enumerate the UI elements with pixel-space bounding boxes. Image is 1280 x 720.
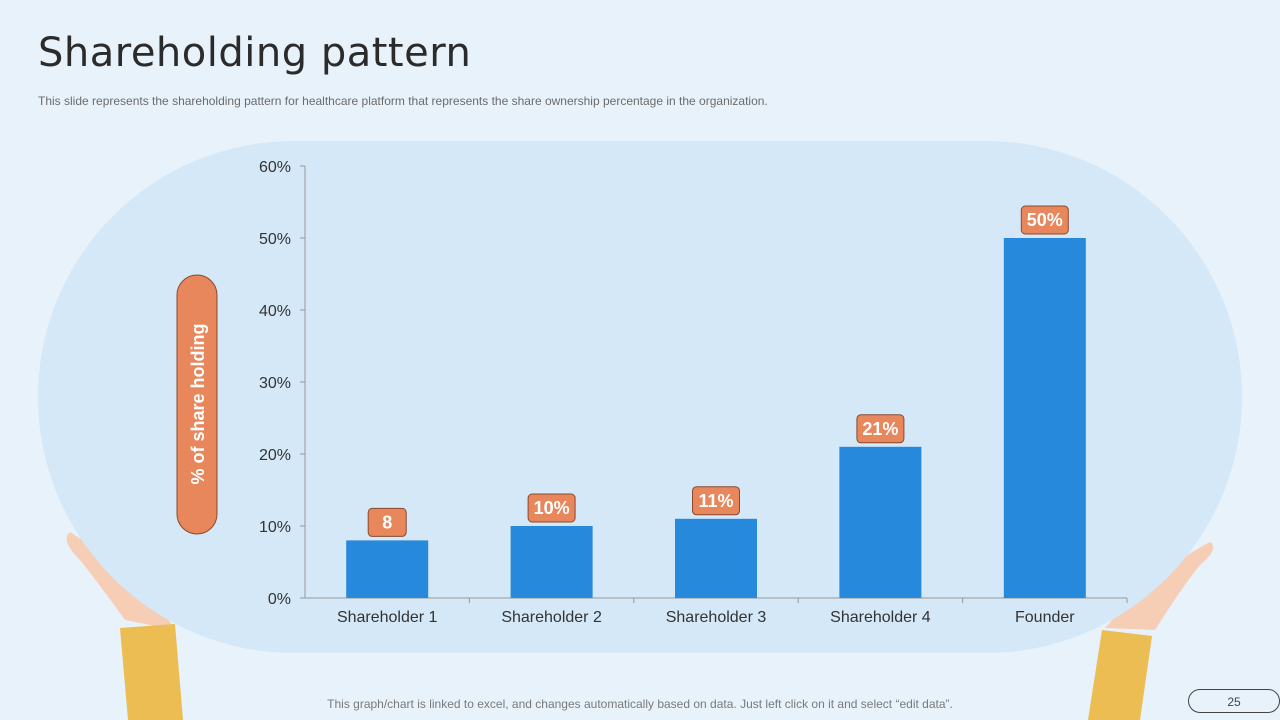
data-label: 10% (534, 498, 570, 518)
x-tick-label: Shareholder 2 (501, 609, 602, 626)
page-title: Shareholding pattern (38, 30, 472, 76)
y-tick-label: 60% (259, 159, 291, 176)
data-label-badge (367, 507, 407, 537)
y-axis-label-badge: % of share holding (176, 274, 218, 535)
data-label-badge (527, 493, 576, 523)
data-label-badge (692, 486, 740, 516)
data-label-badge (1020, 205, 1069, 235)
y-axis-label: % of share holding (188, 323, 208, 484)
data-label: 21% (862, 419, 898, 439)
x-tick-label: Shareholder 3 (666, 609, 767, 626)
y-tick-label: 30% (259, 375, 291, 392)
left-sleeve (120, 624, 183, 720)
bar[interactable] (346, 540, 429, 598)
x-tick-label: Shareholder 4 (830, 609, 931, 626)
bar[interactable] (510, 526, 593, 598)
right-hand (1105, 542, 1214, 630)
y-tick-label: 50% (259, 231, 291, 248)
data-label: 8 (382, 512, 392, 532)
footer-note: This graph/chart is linked to excel, and… (327, 697, 953, 711)
page-subtitle: This slide represents the shareholding p… (38, 94, 768, 108)
data-label: 50% (1027, 210, 1063, 230)
data-label: 11% (698, 491, 733, 511)
y-tick-label: 40% (259, 303, 291, 320)
bar[interactable] (839, 446, 922, 598)
y-tick-label: 20% (259, 447, 291, 464)
x-tick-label: Shareholder 1 (337, 609, 438, 626)
chart-panel (38, 141, 1242, 653)
page-number: 25 (1188, 689, 1280, 713)
bar[interactable] (675, 518, 757, 598)
y-tick-label: 0% (268, 591, 291, 608)
bar[interactable] (1003, 238, 1086, 598)
y-tick-label: 10% (259, 519, 291, 536)
data-label-badge (856, 414, 905, 444)
right-sleeve (1088, 630, 1152, 720)
x-tick-label: Founder (1015, 609, 1075, 626)
